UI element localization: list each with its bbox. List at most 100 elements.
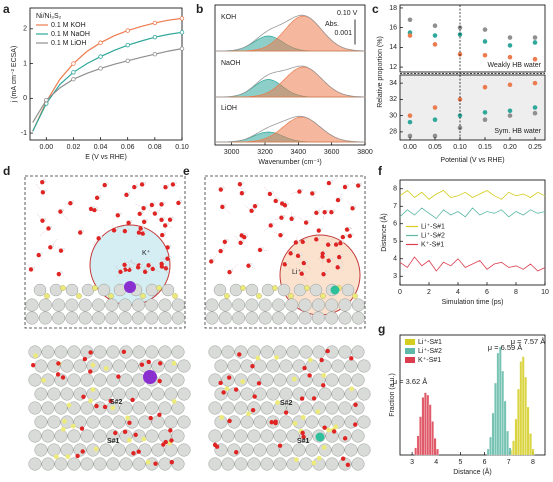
- h-bond: [263, 185, 271, 195]
- hist-bar: [414, 447, 418, 456]
- hydrogen: [168, 244, 172, 248]
- legend-label: 0.1 M LiOH: [51, 40, 86, 47]
- metal-atom: [312, 345, 326, 359]
- ion: [143, 370, 157, 384]
- oxygen: [220, 204, 225, 210]
- oxygen: [218, 187, 224, 192]
- plot-frame: [399, 4, 546, 73]
- metal-atom: [34, 387, 48, 401]
- series-line: [399, 207, 546, 220]
- sulfur: [44, 293, 50, 299]
- sulfur: [141, 436, 147, 442]
- hydrogen: [146, 269, 149, 272]
- metal-atom: [145, 429, 159, 443]
- hydrogen: [339, 264, 342, 268]
- metal-atom: [80, 457, 94, 471]
- oxygen: [88, 350, 93, 355]
- oxygen: [36, 252, 41, 258]
- hydrogen: [340, 254, 343, 257]
- sulfur: [172, 293, 178, 299]
- metal-atom: [286, 401, 300, 415]
- x-tick-label: 0.02: [67, 144, 81, 151]
- x-tick-label: 0.10: [453, 144, 467, 151]
- y-tick-label: 8: [393, 186, 397, 193]
- metal-atom: [28, 429, 42, 443]
- oxygen: [40, 218, 45, 223]
- metal-atom: [145, 345, 159, 359]
- hist-bar: [529, 433, 532, 456]
- hydrogen: [329, 242, 332, 245]
- point: [482, 84, 488, 90]
- y-tick-label: 32: [389, 96, 397, 103]
- legend-label: 0.1 M NaOH: [51, 31, 90, 38]
- metal-atom: [271, 311, 286, 325]
- metal-atom: [67, 429, 81, 443]
- metal-atom: [260, 457, 274, 471]
- surface-atom: [145, 283, 159, 297]
- h-bond: [152, 268, 161, 273]
- metal-atom: [106, 345, 120, 359]
- hist-bar: [503, 400, 507, 456]
- metal-atom: [171, 401, 185, 415]
- x-axis-label: Potential (V vs RHE): [440, 157, 504, 164]
- x-tick-label: 8: [514, 289, 518, 296]
- metal-atom: [80, 429, 94, 443]
- metal-atom: [177, 443, 191, 457]
- sulfur: [311, 460, 317, 466]
- metal-atom: [34, 359, 48, 373]
- hydrogen: [162, 201, 166, 204]
- metal-atom: [28, 401, 42, 415]
- metal-atom: [25, 298, 39, 312]
- oxygen: [283, 410, 289, 415]
- hydrogen: [300, 188, 304, 192]
- y-tick-label: 34: [389, 80, 397, 87]
- mean-label: μ = 7.57 Å: [511, 337, 546, 346]
- metal-atom: [344, 359, 358, 373]
- metal-atom: [260, 401, 274, 415]
- oxygen: [46, 226, 51, 231]
- panel-letter: e: [183, 164, 190, 178]
- metal-atom: [67, 457, 81, 471]
- y-tick-label: 5: [393, 238, 397, 245]
- oxygen: [158, 361, 163, 366]
- plot-frame: [214, 4, 366, 146]
- metal-atom: [253, 387, 267, 401]
- oxygen: [28, 267, 34, 272]
- oxygen: [58, 209, 63, 214]
- metal-atom: [232, 298, 246, 312]
- x-axis-label: Distance (Å): [453, 467, 492, 476]
- site-label: S#2: [280, 400, 293, 407]
- metal-atom: [318, 359, 332, 373]
- oxygen: [111, 227, 117, 233]
- marker: [98, 66, 103, 71]
- sulfur: [92, 285, 98, 291]
- oxygen: [299, 271, 304, 276]
- oxygen: [81, 394, 86, 400]
- hydrogen: [230, 269, 234, 272]
- metal-atom: [338, 311, 352, 325]
- point: [482, 52, 488, 58]
- hydrogen: [346, 184, 349, 187]
- oxygen: [250, 407, 256, 413]
- metal-atom: [351, 401, 365, 415]
- oxygen: [136, 449, 141, 454]
- h-bond: [301, 273, 307, 283]
- hydrogen: [171, 217, 174, 220]
- x-tick-label: 6: [485, 289, 489, 296]
- oxygen: [96, 236, 101, 241]
- y-axis-label: j (mA cm⁻² ECSA): [11, 46, 18, 104]
- oxygen: [168, 428, 173, 433]
- surface-atom: [341, 283, 355, 297]
- h-bond: [97, 184, 105, 193]
- oxygen: [140, 231, 145, 236]
- oxygen: [227, 418, 232, 424]
- point: [432, 23, 438, 28]
- h-bond: [148, 209, 156, 214]
- oxygen: [160, 232, 165, 238]
- oxygen: [269, 420, 274, 425]
- sulfur: [224, 386, 230, 392]
- point: [432, 105, 438, 110]
- h-bond: [124, 259, 133, 266]
- hydrogen: [292, 250, 295, 254]
- metal-atom: [285, 311, 299, 325]
